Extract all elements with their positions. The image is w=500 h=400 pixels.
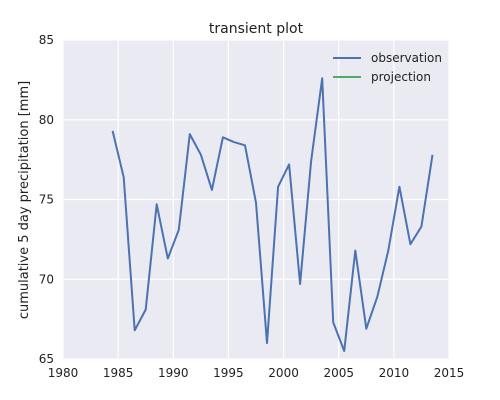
x-tick-label: 1990 [158, 366, 189, 380]
legend-label: observation [371, 51, 442, 65]
y-axis-label: cumulative 5 day precipitation [mm] [17, 81, 32, 319]
legend-label: projection [371, 70, 431, 84]
y-axis-ticks: 65 70 75 80 85 [39, 33, 54, 366]
x-axis-ticks: 1980 1985 1990 1995 2000 2005 2010 2015 [48, 366, 465, 380]
y-tick-label: 70 [39, 272, 54, 286]
x-tick-label: 2005 [323, 366, 354, 380]
y-tick-label: 65 [39, 352, 54, 366]
chart-title: transient plot [209, 21, 304, 37]
x-tick-label: 1995 [213, 366, 244, 380]
x-tick-label: 2010 [379, 366, 410, 380]
y-tick-label: 75 [39, 193, 54, 207]
y-tick-label: 85 [39, 33, 54, 47]
x-tick-label: 1980 [48, 366, 79, 380]
y-tick-label: 80 [39, 113, 54, 127]
x-tick-label: 1985 [103, 366, 134, 380]
x-tick-label: 2015 [434, 366, 465, 380]
x-tick-label: 2000 [268, 366, 299, 380]
